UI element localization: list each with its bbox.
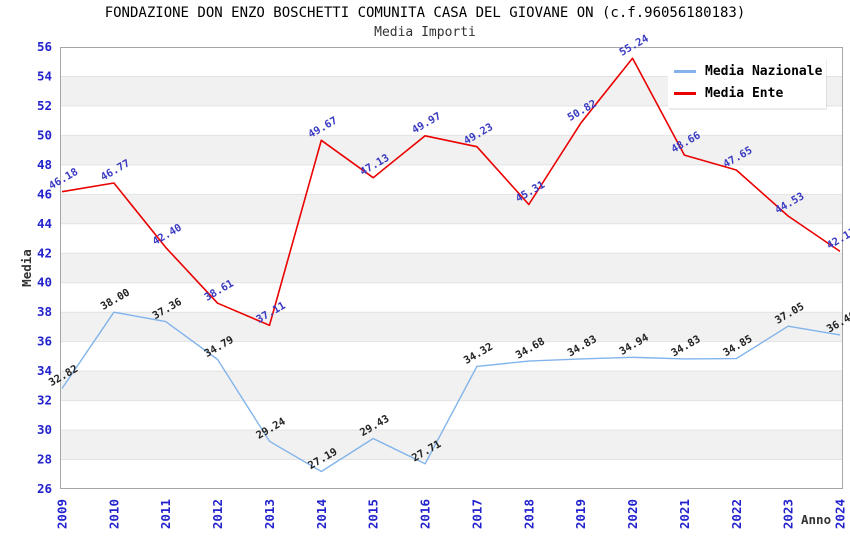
data-label: 49.97 [410, 110, 443, 136]
x-tick-label: 2022 [729, 499, 744, 529]
y-tick-label: 42 [37, 245, 52, 260]
x-tick-label: 2016 [418, 499, 433, 529]
data-label: 38.00 [99, 287, 132, 313]
y-tick-label: 38 [37, 304, 52, 319]
chart-subtitle: Media Importi [374, 25, 476, 40]
x-tick-label: 2020 [625, 499, 640, 529]
x-tick-label: 2021 [677, 499, 692, 529]
y-tick-label: 36 [37, 334, 52, 349]
y-tick-label: 50 [37, 127, 52, 142]
data-label: 55.24 [617, 33, 650, 59]
y-tick-label: 48 [37, 157, 52, 172]
y-tick-label: 56 [37, 39, 52, 54]
x-tick-label: 2019 [573, 499, 588, 529]
y-tick-label: 52 [37, 98, 52, 113]
chart-title: FONDAZIONE DON ENZO BOSCHETTI COMUNITA C… [104, 5, 746, 21]
y-tick-label: 30 [37, 422, 52, 437]
plot-band [60, 430, 843, 460]
x-tick-label: 2023 [781, 499, 796, 529]
plot-band [60, 135, 843, 165]
plot-border [60, 47, 843, 489]
series-line-media-nazionale [61, 311, 841, 473]
x-tick-label: 2013 [262, 499, 277, 529]
plot-band [60, 312, 843, 342]
y-tick-label: 54 [37, 68, 52, 83]
y-tick-label: 26 [37, 481, 52, 496]
y-tick-label: 46 [37, 186, 52, 201]
data-label: 42.40 [151, 222, 184, 248]
x-tick-label: 2009 [55, 499, 70, 529]
x-tick-label: 2010 [106, 499, 121, 529]
data-label: 34.32 [462, 341, 495, 367]
x-tick-label: 2012 [210, 499, 225, 529]
x-tick-label: 2015 [366, 499, 381, 529]
data-label: 42.13 [825, 226, 850, 252]
legend-label: Media Nazionale [705, 64, 823, 79]
legend-swatch [674, 70, 696, 73]
x-tick-label: 2017 [469, 499, 484, 529]
legend-item-media-ente: Media Ente [674, 84, 820, 103]
y-tick-label: 32 [37, 393, 52, 408]
x-tick-label: 2011 [158, 499, 173, 529]
legend: Media Nazionale Media Ente [668, 57, 826, 108]
y-axis-title: Media [19, 249, 34, 287]
legend-swatch [674, 92, 696, 95]
x-tick-label: 2018 [521, 499, 536, 529]
x-tick-label: 2024 [833, 499, 848, 529]
plot-band [60, 194, 843, 224]
x-tick-label: 2014 [314, 499, 329, 529]
y-tick-label: 34 [37, 363, 52, 378]
y-tick-label: 40 [37, 275, 52, 290]
x-axis-title: Anno [801, 512, 831, 527]
plot-band [60, 371, 843, 401]
series-line-media-ente [61, 57, 841, 327]
plot-band [60, 253, 843, 283]
y-tick-label: 28 [37, 452, 52, 467]
legend-item-media-nazionale: Media Nazionale [674, 62, 823, 81]
y-tick-label: 44 [37, 216, 52, 231]
legend-label: Media Ente [705, 86, 784, 101]
